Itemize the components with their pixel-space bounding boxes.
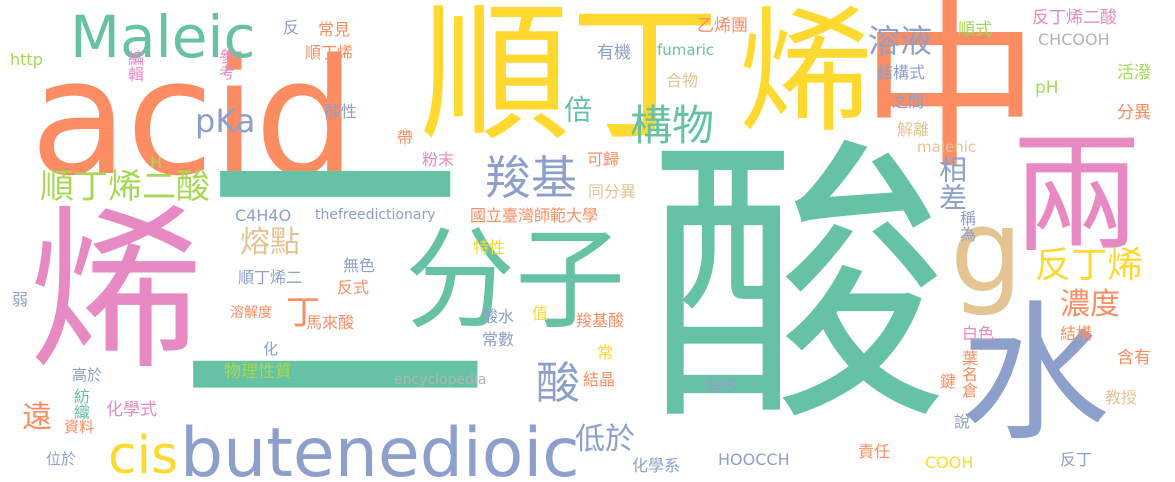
word-suanshui: 酸水 bbox=[482, 307, 515, 326]
word-wulixingzhi: 物理性質 bbox=[224, 362, 292, 382]
word-shunding-vertical: 順丁 bbox=[420, 0, 721, 162]
word-changshu: 常數 bbox=[482, 330, 515, 349]
word-ding: 丁 bbox=[286, 293, 320, 333]
word-goujwu: 構物 bbox=[630, 101, 715, 150]
word-diyu-h: 低於 bbox=[575, 422, 635, 457]
word-yemingcang: 葉名倉 bbox=[959, 350, 978, 398]
word-ph: pH bbox=[1035, 78, 1059, 98]
word-yixituan: 乙烯團 bbox=[697, 16, 748, 36]
word-yuan: 遠 bbox=[22, 400, 52, 435]
word-maleic: Maleic bbox=[70, 3, 256, 71]
word-huaxuexi: 化學系 bbox=[632, 456, 681, 475]
word-qijisuan: 羧基酸 bbox=[576, 311, 625, 330]
word-c4h4o: C4H4O bbox=[235, 206, 292, 225]
word-fumaric: fumaric bbox=[657, 41, 715, 59]
word-zhong: 中 bbox=[860, 0, 1041, 194]
word-bei: 倍 bbox=[560, 95, 593, 123]
word-jieli: 解離 bbox=[897, 120, 930, 139]
word-hewu: 合物 bbox=[666, 71, 699, 90]
word-youji: 有機 bbox=[597, 43, 631, 63]
word-butenedioic: butenedioic bbox=[180, 414, 580, 482]
word-texing: 特性 bbox=[473, 238, 506, 257]
word-suan-mid: 酸 bbox=[536, 358, 580, 409]
word-tongfenyi: 同分異 bbox=[588, 182, 637, 201]
word-malaisuan: 馬來酸 bbox=[306, 313, 355, 332]
word-qiji: 羧基 bbox=[485, 151, 577, 205]
word-ziliao: 資料 bbox=[64, 418, 95, 436]
word-chengwei: 稱為 bbox=[957, 210, 976, 242]
word-http: http bbox=[10, 50, 43, 69]
word-cooh: COOH bbox=[925, 453, 974, 472]
word-jian: 鍵 bbox=[937, 373, 956, 389]
word-fenzi: 分子 bbox=[405, 216, 625, 344]
word-fenmo: 粉末 bbox=[422, 150, 455, 169]
word-h: H bbox=[150, 153, 163, 172]
word-fanding-erxi-suan: 反丁烯二酸 bbox=[1032, 8, 1117, 28]
word-shuo: 說 bbox=[951, 413, 970, 429]
word-kegui: 可歸 bbox=[587, 150, 620, 169]
word-suanxing: 酸性 bbox=[325, 102, 358, 121]
word-rongye: 溶液 bbox=[868, 22, 933, 60]
word-huopo: 活潑 bbox=[1117, 63, 1151, 83]
word-qing: 氫 bbox=[729, 328, 748, 344]
word-chcooh: CHCOOH bbox=[1038, 30, 1110, 49]
word-er-big: 二 bbox=[175, 98, 495, 470]
word-wuse: 無色 bbox=[343, 256, 376, 275]
word-hua: 化 bbox=[263, 340, 279, 358]
word-fan: 反 bbox=[283, 18, 300, 37]
word-nongdu: 濃度 bbox=[1060, 287, 1120, 322]
word-fenyi: 分異 bbox=[1117, 103, 1151, 123]
word-weiyu: 位於 bbox=[46, 450, 77, 468]
word-fangzhi: 紡織 bbox=[71, 388, 90, 420]
word-g: g bbox=[950, 185, 1023, 319]
word-chang: 常 bbox=[597, 343, 614, 362]
word-shunding-er: 順丁烯二 bbox=[238, 268, 303, 287]
word-zhi: 值 bbox=[529, 305, 548, 321]
word-encyclopedia: encyclopedia bbox=[394, 372, 487, 388]
word-jiegoushi: 結構式 bbox=[877, 63, 926, 82]
word-hoocch: HOOCCH bbox=[718, 450, 790, 469]
word-acid: acid bbox=[30, 24, 356, 211]
word-jiegou: 結構 bbox=[1060, 324, 1093, 343]
word-jiaoshou: 教授 bbox=[1105, 388, 1138, 407]
word-heyou: 含有 bbox=[1117, 348, 1151, 368]
word-malenic: malenic bbox=[917, 138, 977, 156]
word-fanding: 反丁 bbox=[1060, 450, 1093, 469]
word-chengxu: 程序 bbox=[706, 376, 739, 395]
word-xi-big: 烯 bbox=[28, 191, 203, 394]
word-shunding-xi: 順丁烯 bbox=[305, 43, 354, 62]
word-thefreedictionary: thefreedictionary bbox=[315, 207, 436, 223]
word-pka: pKa bbox=[195, 102, 256, 140]
word-ruo: 弱 bbox=[12, 290, 29, 309]
word-xiangcha: 相差 bbox=[935, 155, 968, 211]
word-guolitaiwan: 國立臺灣師範大學 bbox=[470, 206, 599, 225]
word-zhijian: 之間 bbox=[892, 92, 925, 111]
word-liang: 兩 bbox=[1012, 119, 1143, 271]
word-suan-big: 酸 bbox=[648, 113, 948, 462]
word-shui: 水 bbox=[960, 288, 1111, 462]
word-rongdian: 熔點 bbox=[240, 225, 300, 260]
word-fanshi: 反式 bbox=[337, 278, 370, 297]
word-baise: 白色 bbox=[962, 324, 995, 343]
word-shunding-erxi-suan: 順丁烯二酸 bbox=[40, 167, 210, 207]
word-dai: 帶 bbox=[397, 128, 414, 147]
word-zeren: 責任 bbox=[858, 442, 891, 461]
word-gaoyu: 高於 bbox=[72, 366, 103, 384]
word-cankao: 參考 bbox=[216, 48, 235, 80]
word-changjian: 常見 bbox=[318, 20, 351, 39]
word-xi-top: 烯 bbox=[738, 0, 873, 151]
word-fandingxi: 反丁烯 bbox=[1035, 245, 1144, 286]
word-jiejing: 結晶 bbox=[583, 370, 616, 389]
word-cis: cis bbox=[108, 426, 179, 482]
word-bianji: 編輯 bbox=[125, 50, 144, 82]
word-huaxueshi: 化學式 bbox=[106, 400, 157, 420]
word-shunshi: 順式 bbox=[958, 20, 992, 40]
word-rongjiedu: 溶解度 bbox=[230, 305, 272, 321]
